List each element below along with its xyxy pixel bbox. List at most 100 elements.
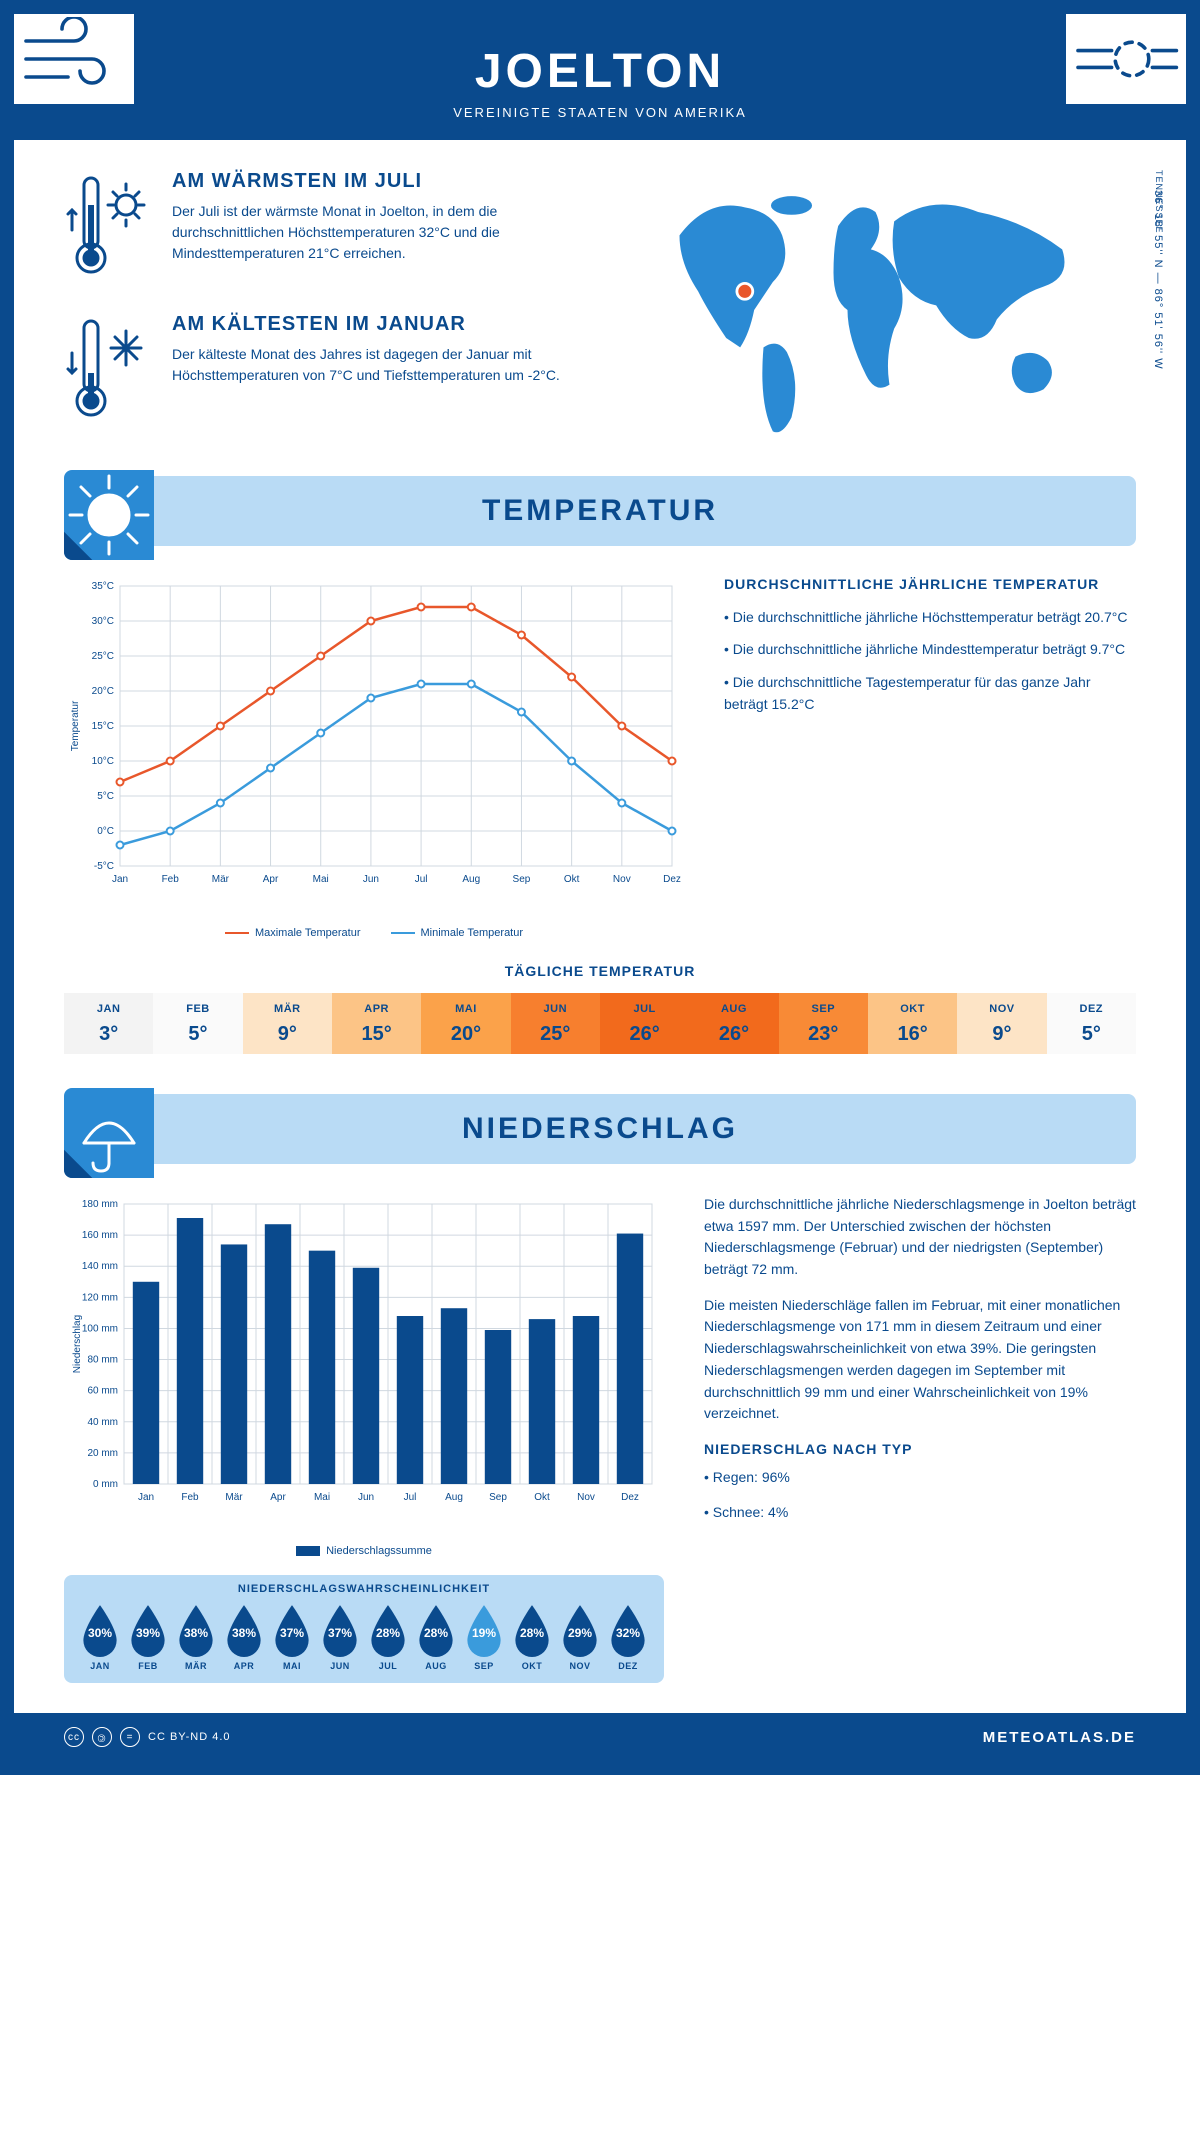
precip-para-2: Die meisten Niederschläge fallen im Febr… bbox=[704, 1295, 1136, 1425]
sun-icon bbox=[64, 470, 154, 560]
svg-text:0 mm: 0 mm bbox=[93, 1479, 118, 1490]
legend-precip: Niederschlagssumme bbox=[326, 1545, 432, 1557]
svg-text:30°C: 30°C bbox=[92, 616, 114, 627]
daily-temp-cell: JAN3° bbox=[64, 993, 153, 1054]
temp-info-item: • Die durchschnittliche jährliche Höchst… bbox=[724, 606, 1136, 628]
precip-type-heading: NIEDERSCHLAG NACH TYP bbox=[704, 1439, 1136, 1461]
svg-text:Feb: Feb bbox=[181, 1492, 199, 1503]
daily-temp-table: JAN3°FEB5°MÄR9°APR15°MAI20°JUN25°JUL26°A… bbox=[64, 993, 1136, 1054]
svg-text:Jun: Jun bbox=[358, 1492, 374, 1503]
svg-text:120 mm: 120 mm bbox=[82, 1292, 118, 1303]
daily-temp-cell: MAI20° bbox=[421, 993, 510, 1054]
prob-drop: 19%SEP bbox=[460, 1603, 508, 1671]
cc-icon: cc bbox=[64, 1727, 84, 1747]
svg-text:Okt: Okt bbox=[564, 874, 580, 885]
fact-warm-text: Der Juli ist der wärmste Monat in Joelto… bbox=[172, 201, 585, 264]
page-title: JOELTON bbox=[14, 44, 1186, 99]
precip-text: Die durchschnittliche jährliche Niedersc… bbox=[704, 1194, 1136, 1683]
svg-text:100 mm: 100 mm bbox=[82, 1323, 118, 1334]
temp-legend: Maximale Temperatur Minimale Temperatur bbox=[64, 927, 684, 939]
svg-text:Nov: Nov bbox=[613, 874, 631, 885]
svg-text:Feb: Feb bbox=[162, 874, 180, 885]
svg-text:Mai: Mai bbox=[313, 874, 329, 885]
temperature-heading: TEMPERATUR bbox=[64, 494, 1136, 528]
svg-text:Apr: Apr bbox=[270, 1492, 286, 1503]
prob-drop: 37%MAI bbox=[268, 1603, 316, 1671]
footer: cc 🄯 = CC BY-ND 4.0 METEOATLAS.DE bbox=[14, 1713, 1186, 1761]
precip-legend: Niederschlagssumme bbox=[64, 1545, 664, 1557]
svg-text:10°C: 10°C bbox=[92, 756, 114, 767]
fact-cold-heading: AM KÄLTESTEN IM JANUAR bbox=[172, 313, 585, 336]
svg-text:Nov: Nov bbox=[577, 1492, 595, 1503]
svg-text:0°C: 0°C bbox=[97, 826, 114, 837]
prob-drop: 30%JAN bbox=[76, 1603, 124, 1671]
temperature-info: DURCHSCHNITTLICHE JÄHRLICHE TEMPERATUR •… bbox=[724, 576, 1136, 939]
svg-text:Okt: Okt bbox=[534, 1492, 550, 1503]
precip-type-item: • Regen: 96% bbox=[704, 1467, 1136, 1489]
daily-temp-cell: JUL26° bbox=[600, 993, 689, 1054]
prob-heading: NIEDERSCHLAGSWAHRSCHEINLICHKEIT bbox=[76, 1583, 652, 1595]
prob-drop: 28%OKT bbox=[508, 1603, 556, 1671]
prob-drop: 38%MÄR bbox=[172, 1603, 220, 1671]
daily-temp-cell: FEB5° bbox=[153, 993, 242, 1054]
prob-drop: 32%DEZ bbox=[604, 1603, 652, 1671]
thermometer-hot-icon bbox=[64, 170, 154, 285]
prob-drop: 29%NOV bbox=[556, 1603, 604, 1671]
svg-text:5°C: 5°C bbox=[97, 791, 114, 802]
daily-temp-heading: TÄGLICHE TEMPERATUR bbox=[64, 963, 1136, 979]
by-icon: 🄯 bbox=[92, 1727, 112, 1747]
svg-text:Dez: Dez bbox=[621, 1492, 639, 1503]
svg-text:-5°C: -5°C bbox=[94, 861, 114, 872]
precipitation-bar-chart: 0 mm20 mm40 mm60 mm80 mm100 mm120 mm140 … bbox=[64, 1194, 664, 1534]
svg-text:35°C: 35°C bbox=[92, 581, 114, 592]
infographic-container: JOELTON VEREINIGTE STAATEN VON AMERIKA A… bbox=[0, 0, 1200, 1775]
daily-temp-cell: DEZ5° bbox=[1047, 993, 1136, 1054]
svg-text:Mär: Mär bbox=[212, 874, 230, 885]
svg-text:Aug: Aug bbox=[445, 1492, 463, 1503]
svg-text:20°C: 20°C bbox=[92, 686, 114, 697]
prob-drop: 28%AUG bbox=[412, 1603, 460, 1671]
precip-heading: NIEDERSCHLAG bbox=[64, 1112, 1136, 1146]
legend-max: Maximale Temperatur bbox=[255, 927, 361, 939]
svg-text:20 mm: 20 mm bbox=[87, 1448, 118, 1459]
svg-text:Dez: Dez bbox=[663, 874, 681, 885]
daily-temp-cell: SEP23° bbox=[779, 993, 868, 1054]
svg-text:Sep: Sep bbox=[513, 874, 531, 885]
intro-section: AM WÄRMSTEN IM JULI Der Juli ist der wär… bbox=[64, 170, 1136, 456]
thermometer-cold-icon bbox=[64, 313, 154, 428]
brand: METEOATLAS.DE bbox=[983, 1729, 1136, 1746]
svg-text:Jan: Jan bbox=[112, 874, 128, 885]
fact-cold-text: Der kälteste Monat des Jahres ist dagege… bbox=[172, 344, 585, 386]
temperature-line-chart: -5°C 0°C 5°C 10°C 15°C 20°C 25°C 30°C 35°C Jan Feb… bbox=[64, 576, 684, 916]
prob-drop: 39%FEB bbox=[124, 1603, 172, 1671]
precip-type-item: • Schnee: 4% bbox=[704, 1502, 1136, 1524]
svg-text:15°C: 15°C bbox=[92, 721, 114, 732]
svg-text:Aug: Aug bbox=[462, 874, 480, 885]
legend-min: Minimale Temperatur bbox=[421, 927, 524, 939]
daily-temp-cell: APR15° bbox=[332, 993, 421, 1054]
coordinates: 36° 18' 55'' N — 86° 51' 56'' W bbox=[1152, 190, 1164, 370]
svg-text:Jul: Jul bbox=[404, 1492, 417, 1503]
svg-text:25°C: 25°C bbox=[92, 651, 114, 662]
section-bar-temperature: TEMPERATUR bbox=[64, 476, 1136, 546]
svg-text:Niederschlag: Niederschlag bbox=[72, 1315, 83, 1373]
svg-text:Apr: Apr bbox=[263, 874, 279, 885]
svg-text:140 mm: 140 mm bbox=[82, 1261, 118, 1272]
svg-text:80 mm: 80 mm bbox=[87, 1355, 118, 1366]
nd-icon: = bbox=[120, 1727, 140, 1747]
license: cc 🄯 = CC BY-ND 4.0 bbox=[64, 1727, 231, 1747]
prob-drop: 28%JUL bbox=[364, 1603, 412, 1671]
daily-temp-cell: NOV9° bbox=[957, 993, 1046, 1054]
daily-temp-cell: MÄR9° bbox=[243, 993, 332, 1054]
svg-text:180 mm: 180 mm bbox=[82, 1199, 118, 1210]
svg-text:Jun: Jun bbox=[363, 874, 379, 885]
umbrella-icon bbox=[64, 1088, 154, 1178]
fact-warmest: AM WÄRMSTEN IM JULI Der Juli ist der wär… bbox=[64, 170, 585, 285]
page-subtitle: VEREINIGTE STAATEN VON AMERIKA bbox=[14, 105, 1186, 120]
svg-text:160 mm: 160 mm bbox=[82, 1230, 118, 1241]
header: JOELTON VEREINIGTE STAATEN VON AMERIKA bbox=[14, 14, 1186, 140]
precip-para-1: Die durchschnittliche jährliche Niedersc… bbox=[704, 1194, 1136, 1281]
daily-temp-cell: AUG26° bbox=[689, 993, 778, 1054]
section-bar-precip: NIEDERSCHLAG bbox=[64, 1094, 1136, 1164]
prob-drop: 38%APR bbox=[220, 1603, 268, 1671]
